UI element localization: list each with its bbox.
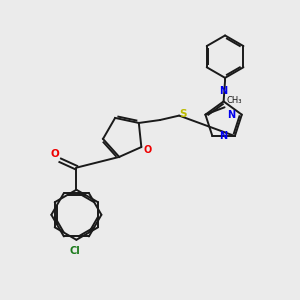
Text: O: O: [50, 149, 59, 159]
Text: Cl: Cl: [70, 246, 80, 256]
Text: N: N: [227, 110, 235, 120]
Text: N: N: [220, 85, 228, 95]
Text: CH₃: CH₃: [226, 96, 242, 105]
Text: N: N: [219, 131, 227, 141]
Text: O: O: [143, 145, 152, 155]
Text: S: S: [179, 109, 186, 119]
